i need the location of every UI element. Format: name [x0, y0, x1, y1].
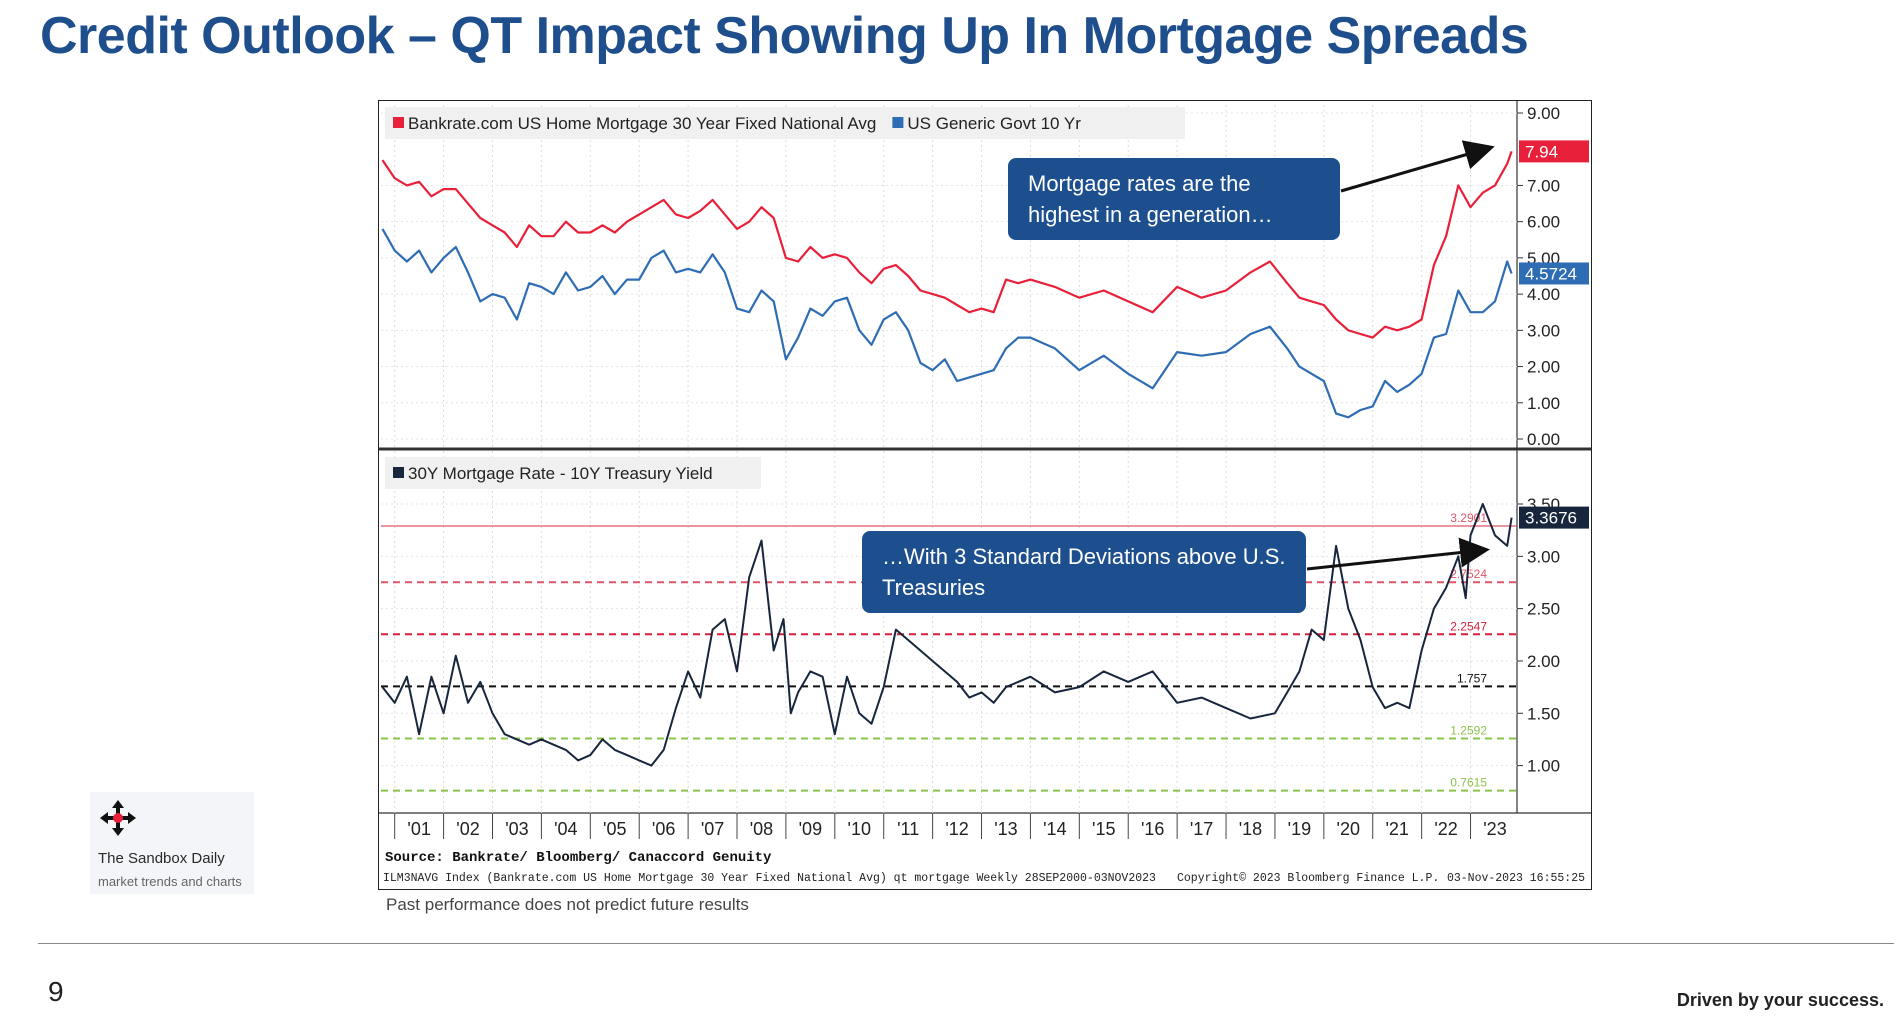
reference-label: 1.757	[1457, 671, 1487, 685]
legend-label-bottom: 30Y Mortgage Rate - 10Y Treasury Yield	[408, 464, 713, 483]
legend-swatch-top	[393, 117, 404, 128]
series-line-mortgage	[381, 151, 1513, 339]
legend-top-bg	[385, 107, 1185, 139]
x-tick-label: '09	[799, 819, 822, 839]
logo-tagline: market trends and charts	[98, 874, 242, 889]
y-tick-label-bottom: 1.50	[1527, 704, 1560, 723]
legend-swatch-top	[892, 117, 904, 128]
y-tick-label-top: 1.00	[1527, 394, 1560, 413]
last-value-badge-mortgage	[1519, 140, 1589, 163]
logo-name: The Sandbox Daily	[98, 850, 225, 867]
sandbox-daily-logo: The Sandbox Daily market trends and char…	[90, 792, 254, 894]
x-tick-label: '16	[1141, 819, 1164, 839]
y-tick-label-top: 0.00	[1527, 430, 1560, 449]
x-tick-label: '17	[1190, 819, 1213, 839]
x-tick-label: '23	[1483, 819, 1506, 839]
last-value-label: 3.3676	[1525, 509, 1577, 528]
x-tick-label: '01	[407, 819, 430, 839]
footer-divider	[38, 943, 1894, 944]
x-tick-label: '07	[701, 819, 724, 839]
y-tick-label-top: 9.00	[1527, 104, 1560, 123]
x-tick-label: '05	[603, 819, 626, 839]
source-detail: ILM3NAVG Index (Bankrate.com US Home Mor…	[383, 872, 1156, 885]
chart-canvas: '01 '02 '03 '04 '05 '06 '07 '08 '09 '10 '11 '12 '13 '…	[379, 101, 1591, 885]
x-tick-label: '04	[554, 819, 577, 839]
legend-label-top: US Generic Govt 10 Yr	[907, 114, 1081, 133]
callout-arrow-top	[1340, 140, 1495, 193]
callout-top: Mortgage rates are the highest in a gene…	[1008, 158, 1340, 240]
reference-label: 2.2547	[1450, 619, 1487, 633]
slide-title: Credit Outlook – QT Impact Showing Up In…	[40, 7, 1529, 65]
callout-arrow-bottom	[1306, 537, 1490, 571]
page-number: 9	[48, 976, 64, 1007]
reference-label: 2.7524	[1450, 567, 1487, 581]
y-tick-label-top: 4.00	[1527, 285, 1560, 304]
legend-swatch-bottom	[393, 467, 404, 478]
last-value-badge-spread	[1519, 506, 1589, 529]
x-tick-label: '22	[1434, 819, 1457, 839]
y-tick-label-top: 3.00	[1527, 321, 1560, 340]
x-tick-label: '10	[848, 819, 871, 839]
disclaimer: Past performance does not predict future…	[386, 895, 749, 914]
bottom-panel-bg	[380, 451, 1517, 813]
legend-bottom-bg	[385, 457, 761, 489]
x-tick-label: '06	[652, 819, 675, 839]
source-line: Source: Bankrate/ Bloomberg/ Canaccord G…	[385, 850, 772, 866]
x-tick-label: '03	[505, 819, 528, 839]
x-tick-label: '02	[456, 819, 479, 839]
y-tick-label-bottom: 1.00	[1527, 757, 1560, 776]
y-tick-label-top: 6.00	[1527, 213, 1560, 232]
x-tick-label: '20	[1337, 819, 1360, 839]
reference-label: 3.2901	[1450, 511, 1487, 525]
x-tick-label: '11	[897, 819, 919, 839]
last-value-label: 4.5724	[1525, 264, 1577, 283]
x-tick-label: '14	[1043, 819, 1066, 839]
y-tick-label-top: 2.00	[1527, 358, 1560, 377]
reference-label: 0.7615	[1450, 776, 1487, 790]
top-panel-bg	[380, 105, 1517, 447]
y-tick-label-bottom: 2.00	[1527, 652, 1560, 671]
y-tick-label-top: 7.00	[1527, 176, 1560, 195]
footer-tagline: Driven by your success.	[1676, 990, 1884, 1010]
x-tick-label: '19	[1288, 819, 1311, 839]
move-arrows-icon	[100, 800, 136, 836]
source-copyright: Copyright© 2023 Bloomberg Finance L.P.	[1177, 872, 1439, 885]
bloomberg-chart: '01 '02 '03 '04 '05 '06 '07 '08 '09 '10 '11 '12 '13 '…	[378, 100, 1592, 890]
reference-label: 1.2592	[1450, 723, 1487, 737]
last-value-label: 7.94	[1525, 142, 1558, 161]
last-value-badge-treasury	[1519, 262, 1589, 285]
x-tick-label: '13	[994, 819, 1017, 839]
series-line-spread	[381, 503, 1513, 767]
x-tick-label: '12	[945, 819, 968, 839]
x-tick-label: '08	[750, 819, 773, 839]
x-tick-label: '21	[1385, 819, 1408, 839]
series-line-treasury	[381, 228, 1513, 419]
x-tick-label: '18	[1239, 819, 1262, 839]
y-tick-label-bottom: 2.50	[1527, 600, 1560, 619]
y-tick-label-bottom: 3.00	[1527, 547, 1560, 566]
x-tick-label: '15	[1092, 819, 1115, 839]
legend-label-top: Bankrate.com US Home Mortgage 30 Year Fi…	[408, 114, 876, 133]
source-timestamp: 03-Nov-2023 16:55:25	[1447, 872, 1585, 885]
callout-bottom: …With 3 Standard Deviations above U.S. T…	[862, 531, 1306, 613]
